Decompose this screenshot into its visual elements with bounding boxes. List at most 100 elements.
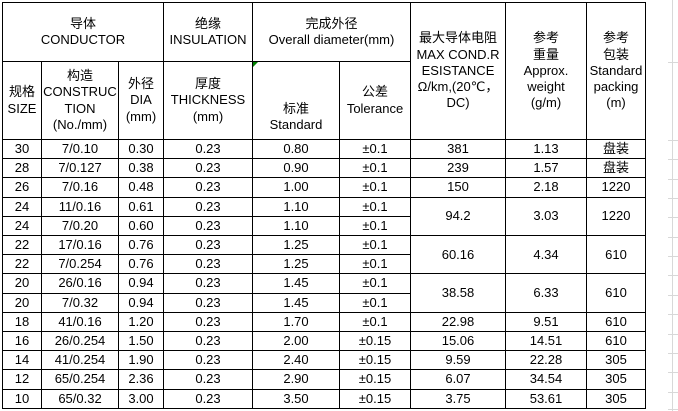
cell-size[interactable]: 16 xyxy=(2,331,42,352)
cell-standard[interactable]: 0.80 xyxy=(252,138,340,160)
cell-packing[interactable]: 610 xyxy=(586,235,646,275)
header-tolerance[interactable]: 公差 Tolerance xyxy=(339,61,411,140)
cell-packing[interactable]: 305 xyxy=(586,350,646,371)
cell-dia[interactable]: 0.94 xyxy=(118,273,164,294)
cell-thickness[interactable]: 0.23 xyxy=(163,331,253,352)
cell-construction[interactable]: 7/0.10 xyxy=(41,138,119,160)
cell-weight[interactable]: 3.03 xyxy=(505,196,587,237)
cell-weight[interactable]: 9.51 xyxy=(505,311,587,333)
header-insulation[interactable]: 绝缘 INSULATION xyxy=(163,2,253,62)
cell-resistance[interactable]: 22.98 xyxy=(410,311,506,333)
cell-size[interactable]: 26 xyxy=(2,177,42,198)
cell-resistance[interactable]: 94.2 xyxy=(410,196,506,237)
cell-construction[interactable]: 41/0.254 xyxy=(41,350,119,371)
cell-standard[interactable]: 2.00 xyxy=(252,331,340,352)
cell-tolerance[interactable]: ±0.15 xyxy=(339,331,411,352)
header-conductor[interactable]: 导体 CONDUCTOR xyxy=(2,2,164,62)
cell-thickness[interactable]: 0.23 xyxy=(163,138,253,160)
cell-weight[interactable]: 1.13 xyxy=(505,138,587,160)
cell-resistance[interactable]: 9.59 xyxy=(410,350,506,371)
cell-construction[interactable]: 65/0.254 xyxy=(41,369,119,390)
cell-thickness[interactable]: 0.23 xyxy=(163,177,253,198)
cell-dia[interactable]: 1.20 xyxy=(118,311,164,333)
cell-weight[interactable]: 4.34 xyxy=(505,235,587,275)
cell-construction[interactable]: 7/0.20 xyxy=(41,215,119,237)
cell-construction[interactable]: 41/0.16 xyxy=(41,311,119,333)
cell-resistance[interactable]: 150 xyxy=(410,177,506,198)
cell-dia[interactable]: 0.61 xyxy=(118,196,164,217)
cell-construction[interactable]: 65/0.32 xyxy=(41,388,119,410)
cell-dia[interactable]: 0.48 xyxy=(118,177,164,198)
cell-weight[interactable]: 6.33 xyxy=(505,273,587,313)
cell-dia[interactable]: 1.50 xyxy=(118,331,164,352)
cell-standard[interactable]: 1.25 xyxy=(252,254,340,275)
cell-size[interactable]: 22 xyxy=(2,254,42,275)
cell-thickness[interactable]: 0.23 xyxy=(163,215,253,237)
cell-weight[interactable]: 34.54 xyxy=(505,369,587,390)
header-size[interactable]: 规格 SIZE xyxy=(2,61,42,140)
cell-dia[interactable]: 0.94 xyxy=(118,292,164,313)
cell-packing[interactable]: 1220 xyxy=(586,196,646,237)
cell-standard[interactable]: 2.40 xyxy=(252,350,340,371)
cell-tolerance[interactable]: ±0.15 xyxy=(339,388,411,410)
cell-weight[interactable]: 14.51 xyxy=(505,331,587,352)
cell-standard[interactable]: 0.90 xyxy=(252,158,340,179)
cell-resistance[interactable]: 239 xyxy=(410,158,506,179)
cell-construction[interactable]: 11/0.16 xyxy=(41,196,119,217)
cell-thickness[interactable]: 0.23 xyxy=(163,369,253,390)
cell-size[interactable]: 28 xyxy=(2,158,42,179)
cell-dia[interactable]: 1.90 xyxy=(118,350,164,371)
cell-standard[interactable]: 1.10 xyxy=(252,196,340,217)
cell-standard[interactable]: 1.45 xyxy=(252,273,340,294)
cell-thickness[interactable]: 0.23 xyxy=(163,235,253,256)
cell-standard[interactable]: 1.45 xyxy=(252,292,340,313)
cell-packing[interactable]: 盘装 xyxy=(586,138,646,160)
cell-standard[interactable]: 1.70 xyxy=(252,311,340,333)
cell-tolerance[interactable]: ±0.1 xyxy=(339,311,411,333)
cell-dia[interactable]: 0.76 xyxy=(118,254,164,275)
cell-thickness[interactable]: 0.23 xyxy=(163,196,253,217)
cell-dia[interactable]: 0.30 xyxy=(118,138,164,160)
cell-resistance[interactable]: 381 xyxy=(410,138,506,160)
header-standard[interactable]: 标准 Standard xyxy=(252,61,340,140)
cell-thickness[interactable]: 0.23 xyxy=(163,311,253,333)
header-max-resistance[interactable]: 最大导体电阻 MAX COND.R ESISTANCE Ω/km,(20℃， D… xyxy=(410,2,506,140)
cell-tolerance[interactable]: ±0.15 xyxy=(339,350,411,371)
cell-thickness[interactable]: 0.23 xyxy=(163,158,253,179)
cell-thickness[interactable]: 0.23 xyxy=(163,273,253,294)
cell-construction[interactable]: 26/0.254 xyxy=(41,331,119,352)
cell-resistance[interactable]: 6.07 xyxy=(410,369,506,390)
cell-construction[interactable]: 7/0.127 xyxy=(41,158,119,179)
cell-construction[interactable]: 7/0.254 xyxy=(41,254,119,275)
cell-size[interactable]: 24 xyxy=(2,196,42,217)
header-construction[interactable]: 构造 CONSTRUC TION (No./mm) xyxy=(41,61,119,140)
cell-tolerance[interactable]: ±0.1 xyxy=(339,196,411,217)
cell-size[interactable]: 20 xyxy=(2,273,42,294)
cell-tolerance[interactable]: ±0.1 xyxy=(339,215,411,237)
cell-weight[interactable]: 2.18 xyxy=(505,177,587,198)
cell-packing[interactable]: 610 xyxy=(586,331,646,352)
cell-standard[interactable]: 1.00 xyxy=(252,177,340,198)
cell-dia[interactable]: 3.00 xyxy=(118,388,164,410)
cell-size[interactable]: 14 xyxy=(2,350,42,371)
cell-size[interactable]: 20 xyxy=(2,292,42,313)
cell-construction[interactable]: 7/0.16 xyxy=(41,177,119,198)
cell-packing[interactable]: 盘装 xyxy=(586,158,646,179)
cell-standard[interactable]: 1.10 xyxy=(252,215,340,237)
cell-tolerance[interactable]: ±0.1 xyxy=(339,292,411,313)
cell-packing[interactable]: 610 xyxy=(586,311,646,333)
cell-resistance[interactable]: 60.16 xyxy=(410,235,506,275)
header-thickness[interactable]: 厚度 THICKNESS (mm) xyxy=(163,61,253,140)
cell-packing[interactable]: 305 xyxy=(586,369,646,390)
cell-construction[interactable]: 7/0.32 xyxy=(41,292,119,313)
cell-size[interactable]: 12 xyxy=(2,369,42,390)
cell-tolerance[interactable]: ±0.1 xyxy=(339,254,411,275)
cell-tolerance[interactable]: ±0.1 xyxy=(339,138,411,160)
cell-size[interactable]: 10 xyxy=(2,388,42,410)
cell-packing[interactable]: 610 xyxy=(586,273,646,313)
cell-packing[interactable]: 1220 xyxy=(586,177,646,198)
header-dia[interactable]: 外径 DIA (mm) xyxy=(118,61,164,140)
cell-thickness[interactable]: 0.23 xyxy=(163,350,253,371)
cell-weight[interactable]: 22.28 xyxy=(505,350,587,371)
cell-standard[interactable]: 1.25 xyxy=(252,235,340,256)
